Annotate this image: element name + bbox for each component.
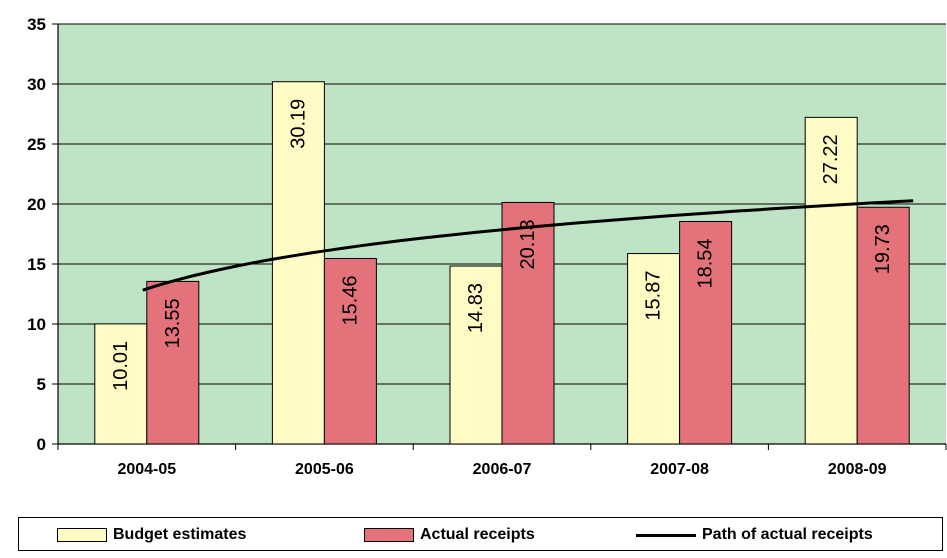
legend-label-actual: Actual receipts bbox=[420, 526, 535, 543]
legend-item-actual: Actual receipts bbox=[364, 526, 535, 544]
legend-item-path: Path of actual receipts bbox=[636, 526, 873, 544]
bar-actual bbox=[856, 206, 910, 445]
y-tick-label: 25 bbox=[27, 135, 46, 154]
y-tick-label: 10 bbox=[27, 315, 46, 334]
y-tick-label: 5 bbox=[37, 375, 46, 394]
bar-actual bbox=[146, 280, 200, 445]
bar-value-label: 15.46 bbox=[339, 275, 361, 325]
bar-value-label: 10.01 bbox=[110, 341, 132, 391]
bar-budget bbox=[271, 81, 325, 445]
legend-label-budget: Budget estimates bbox=[113, 526, 247, 543]
x-tick-label: 2007-08 bbox=[650, 461, 709, 478]
x-tick-label: 2008-09 bbox=[828, 461, 887, 478]
line-path-actual-receipts bbox=[142, 199, 914, 292]
bar-budget bbox=[804, 116, 858, 445]
x-tick-label: 2005-06 bbox=[295, 461, 354, 478]
legend-swatch-actual bbox=[364, 528, 414, 542]
bar-value-label: 13.55 bbox=[162, 298, 184, 348]
y-tick-label: 0 bbox=[37, 435, 46, 454]
bar-actual bbox=[679, 221, 733, 445]
legend: Budget estimates Actual receipts Path of… bbox=[18, 517, 943, 551]
y-tick-label: 30 bbox=[27, 75, 46, 94]
legend-label-path: Path of actual receipts bbox=[702, 526, 873, 543]
x-tick-label: 2004-05 bbox=[117, 461, 176, 478]
bar-value-label: 18.54 bbox=[695, 238, 717, 288]
y-tick-label: 20 bbox=[27, 195, 46, 214]
bar-actual bbox=[323, 257, 377, 445]
bar-value-label: 15.87 bbox=[643, 271, 665, 321]
bar-value-label: 20.13 bbox=[517, 219, 539, 269]
bar-budget bbox=[94, 323, 148, 445]
bar-value-label: 27.22 bbox=[820, 134, 842, 184]
bar-actual bbox=[501, 201, 555, 445]
bar-value-label: 19.73 bbox=[872, 224, 894, 274]
legend-line-path bbox=[636, 533, 696, 537]
legend-item-budget: Budget estimates bbox=[57, 526, 246, 544]
bar-value-label: 30.19 bbox=[287, 99, 309, 149]
x-tick-label: 2006-07 bbox=[473, 461, 532, 478]
y-tick-label: 35 bbox=[27, 15, 46, 34]
bar-value-label: 14.83 bbox=[465, 283, 487, 333]
bar-budget bbox=[627, 253, 681, 445]
legend-swatch-budget bbox=[57, 528, 107, 542]
y-tick-label: 15 bbox=[27, 255, 46, 274]
